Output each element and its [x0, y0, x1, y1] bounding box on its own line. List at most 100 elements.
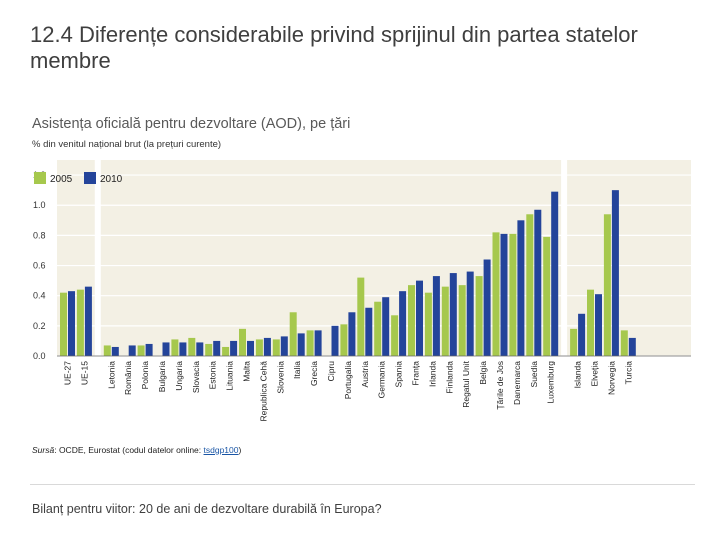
legend-swatch-2005 [34, 172, 46, 184]
bar-2005-8 [188, 337, 196, 356]
bar-2005-10 [222, 346, 230, 356]
bar-2005-24 [458, 285, 466, 356]
bar-2010-32 [611, 190, 619, 356]
chart-title: Asistența oficială pentru dezvoltare (AO… [32, 116, 351, 132]
bar-2005-21 [408, 285, 415, 356]
category-label: Belgia [478, 361, 488, 385]
y-tick-label: 0.0 [33, 351, 46, 361]
chart-background [57, 160, 691, 356]
bar-2005-7 [171, 339, 179, 356]
bar-2005-30 [570, 328, 578, 356]
category-label: Irlanda [427, 361, 437, 387]
bar-2005-3 [103, 345, 111, 356]
category-label: UE-15 [79, 361, 89, 385]
bar-2010-18 [365, 307, 373, 356]
chart-unit-label: % din venitul național brut (la prețuri … [32, 139, 222, 150]
bar-2005-9 [205, 343, 213, 356]
slide-title: 12.4 Diferențe considerabile privind spr… [30, 22, 690, 74]
legend-label-2010: 2010 [100, 174, 123, 185]
bar-2010-22 [432, 276, 440, 356]
y-tick-label: 0.8 [33, 230, 46, 240]
bar-2010-4 [128, 345, 136, 356]
bar-2005-14 [289, 312, 297, 356]
category-label: Lituania [225, 361, 235, 391]
bar-2010-21 [416, 280, 423, 356]
group-separator [561, 160, 568, 356]
footer-divider [30, 484, 695, 485]
category-label: Islanda [573, 361, 583, 389]
bar-2005-25 [475, 276, 483, 356]
category-label: Republica Cehă [258, 361, 268, 422]
legend-label-2005: 2005 [50, 174, 73, 185]
category-label: Suedia [529, 361, 539, 388]
y-tick-label: 0.2 [33, 321, 46, 331]
bar-2010-15 [314, 330, 322, 356]
bar-2005-28 [526, 214, 534, 356]
bar-2010-14 [297, 333, 305, 356]
y-tick-label: 0.4 [33, 291, 46, 301]
category-label: Danemarca [512, 361, 522, 405]
bar-2010-33 [628, 337, 636, 356]
category-label: Luxemburg [546, 361, 556, 404]
bar-2005-29 [543, 236, 551, 356]
category-label: Spania [394, 361, 404, 388]
bar-2005-22 [424, 292, 432, 356]
bar-2005-20 [391, 315, 399, 356]
bar-2010-17 [348, 312, 356, 356]
bar-2005-18 [357, 277, 365, 356]
bar-2010-1 [68, 291, 75, 356]
category-label: Regatul Unit [461, 360, 471, 407]
y-tick-label: 0.6 [33, 261, 46, 271]
bar-2010-11 [247, 340, 254, 356]
group-separator [94, 160, 101, 356]
bar-2010-26 [500, 233, 508, 356]
bar-2010-29 [551, 191, 559, 356]
category-label: Portugalia [343, 361, 353, 400]
bar-2005-31 [587, 289, 594, 356]
bar-2005-23 [441, 286, 449, 356]
category-label: România [123, 361, 133, 395]
bar-2010-28 [534, 209, 542, 356]
bar-2010-3 [111, 346, 119, 356]
title-number: 12.4 [30, 22, 73, 47]
bar-2010-31 [595, 294, 602, 356]
bar-2010-8 [196, 342, 204, 356]
bar-2010-25 [483, 259, 491, 356]
bar-2005-17 [340, 324, 348, 356]
category-label: Finlanda [444, 361, 454, 394]
category-label: Estonia [208, 361, 218, 390]
category-label: Cipru [326, 361, 336, 382]
bar-2005-32 [603, 214, 611, 356]
bar-2005-33 [620, 330, 628, 356]
category-label: Bulgaria [157, 361, 167, 392]
category-label: Grecia [309, 361, 319, 386]
category-label: Germania [377, 361, 387, 399]
bar-2005-1 [60, 292, 67, 356]
bar-2010-2 [84, 286, 92, 356]
bar-2010-6 [162, 342, 170, 356]
category-label: Slovacia [191, 361, 201, 393]
title-text: Diferențe considerabile privind sprijinu… [30, 22, 638, 73]
category-label: Elveția [589, 361, 599, 387]
source-note: Sursă: OCDE, Eurostat (codul datelor onl… [32, 445, 241, 455]
bar-2010-10 [230, 340, 238, 356]
category-label: Italia [292, 361, 302, 379]
category-label: Letonia [106, 361, 116, 389]
bar-2005-15 [306, 330, 314, 356]
bar-2010-23 [449, 273, 457, 356]
category-label: Malta [241, 361, 251, 382]
source-link[interactable]: tsdgp100 [203, 445, 239, 455]
y-tick-label: 1.0 [33, 200, 46, 210]
category-label: Norvegia [606, 361, 616, 395]
bar-2005-26 [492, 232, 500, 356]
bar-2005-13 [272, 339, 280, 356]
bar-2010-16 [331, 325, 339, 356]
bar-2010-30 [578, 313, 586, 356]
source-prefix: Sursă [32, 445, 55, 455]
bar-2010-9 [213, 340, 221, 356]
footer-text: Bilanț pentru viitor: 20 de ani de dezvo… [32, 502, 382, 516]
category-label: Țările de Jos [495, 361, 505, 410]
category-label: Austria [360, 361, 370, 388]
bar-2010-20 [399, 291, 407, 356]
bar-2005-27 [509, 233, 517, 356]
